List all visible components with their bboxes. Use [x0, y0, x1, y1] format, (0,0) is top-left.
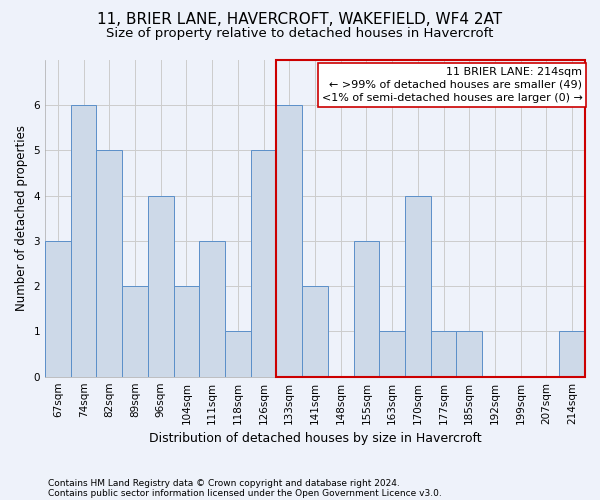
Bar — [559, 332, 585, 376]
Bar — [251, 150, 277, 376]
Bar — [457, 332, 482, 376]
Bar — [148, 196, 173, 376]
Bar — [199, 241, 225, 376]
Bar — [71, 105, 97, 376]
Bar — [225, 332, 251, 376]
Bar — [431, 332, 457, 376]
Bar — [379, 332, 405, 376]
Bar — [277, 105, 302, 376]
Bar — [45, 241, 71, 376]
Bar — [405, 196, 431, 376]
Bar — [302, 286, 328, 376]
Bar — [353, 241, 379, 376]
Text: Size of property relative to detached houses in Havercroft: Size of property relative to detached ho… — [106, 28, 494, 40]
Text: Contains HM Land Registry data © Crown copyright and database right 2024.: Contains HM Land Registry data © Crown c… — [48, 478, 400, 488]
Y-axis label: Number of detached properties: Number of detached properties — [15, 126, 28, 312]
Text: Contains public sector information licensed under the Open Government Licence v3: Contains public sector information licen… — [48, 488, 442, 498]
Bar — [97, 150, 122, 376]
X-axis label: Distribution of detached houses by size in Havercroft: Distribution of detached houses by size … — [149, 432, 481, 445]
Bar — [173, 286, 199, 376]
Bar — [122, 286, 148, 376]
Text: 11 BRIER LANE: 214sqm
← >99% of detached houses are smaller (49)
<1% of semi-det: 11 BRIER LANE: 214sqm ← >99% of detached… — [322, 67, 583, 103]
Bar — [277, 60, 585, 376]
Text: 11, BRIER LANE, HAVERCROFT, WAKEFIELD, WF4 2AT: 11, BRIER LANE, HAVERCROFT, WAKEFIELD, W… — [97, 12, 503, 28]
